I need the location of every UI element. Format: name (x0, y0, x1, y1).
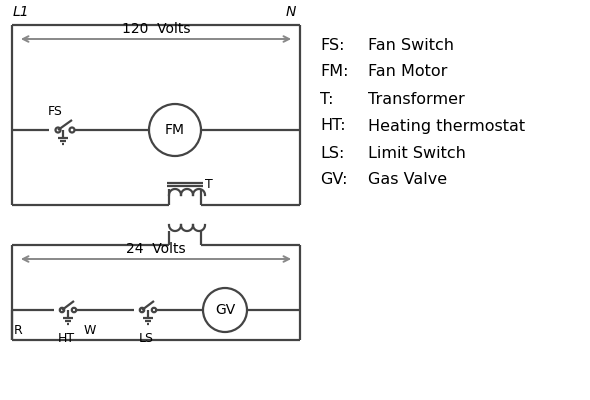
Text: LS:: LS: (320, 146, 345, 160)
Text: HT:: HT: (320, 118, 346, 134)
Text: 24  Volts: 24 Volts (126, 242, 186, 256)
Text: Gas Valve: Gas Valve (368, 172, 447, 188)
Text: T:: T: (320, 92, 333, 106)
Text: Fan Switch: Fan Switch (368, 38, 454, 52)
Text: FS:: FS: (320, 38, 345, 52)
Text: L1: L1 (13, 5, 30, 19)
Text: W: W (84, 324, 96, 337)
Text: HT: HT (57, 332, 74, 345)
Text: Heating thermostat: Heating thermostat (368, 118, 525, 134)
Text: GV: GV (215, 303, 235, 317)
Text: R: R (14, 324, 23, 337)
Text: 120  Volts: 120 Volts (122, 22, 190, 36)
Text: Transformer: Transformer (368, 92, 465, 106)
Text: LS: LS (139, 332, 153, 345)
Text: FS: FS (48, 105, 63, 118)
Text: GV:: GV: (320, 172, 348, 188)
Text: FM: FM (165, 123, 185, 137)
Text: N: N (286, 5, 296, 19)
Text: FM:: FM: (320, 64, 349, 80)
Text: T: T (205, 178, 213, 192)
Text: Limit Switch: Limit Switch (368, 146, 466, 160)
Text: Fan Motor: Fan Motor (368, 64, 447, 80)
